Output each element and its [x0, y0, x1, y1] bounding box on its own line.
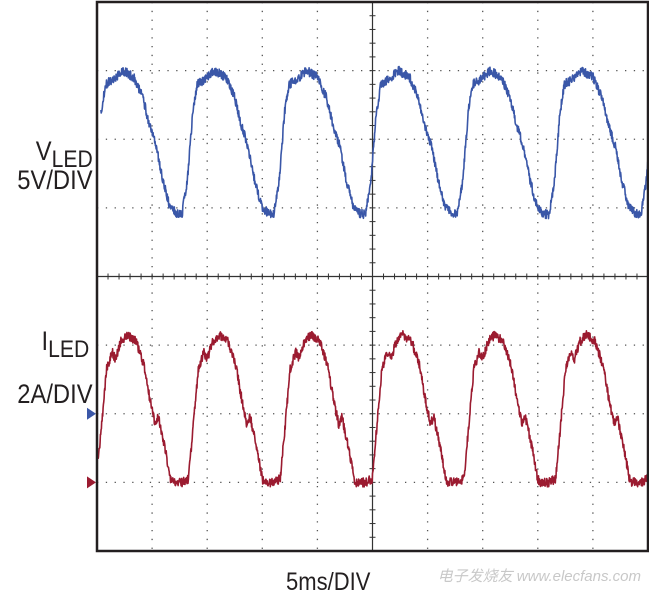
- vled-ground-marker: [87, 407, 96, 420]
- x-axis-label: 5ms/DIV: [286, 568, 371, 596]
- vled-scale: 5V/DIV: [17, 165, 93, 195]
- iled-label: ILED: [41, 326, 89, 363]
- watermark-logo: 电子发烧友 www.elecfans.com: [437, 568, 641, 585]
- iled-ground-marker: [87, 476, 96, 489]
- plot-frame: [95, 0, 649, 553]
- vled-label: VLED: [36, 136, 93, 173]
- vled-trace: [100, 65, 649, 220]
- iled-scale: 2A/DIV: [17, 379, 93, 409]
- iled-trace: [97, 329, 649, 488]
